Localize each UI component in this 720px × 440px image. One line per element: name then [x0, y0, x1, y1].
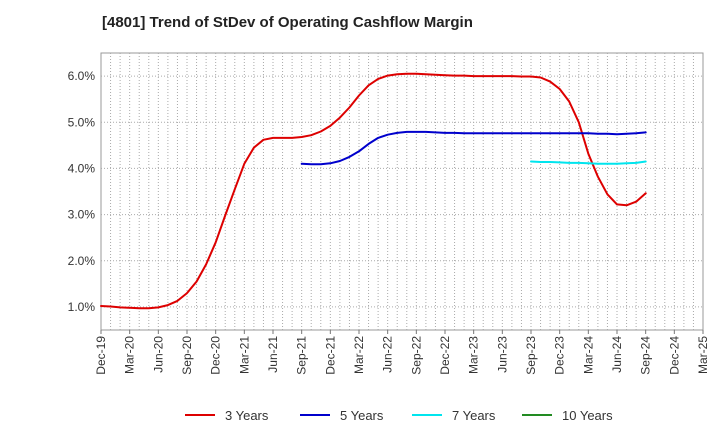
x-tick-label: Mar-22	[352, 336, 366, 374]
x-tick-label: Sep-20	[180, 336, 194, 375]
x-tick-label: Dec-19	[94, 336, 108, 375]
legend-item: 5 Years	[300, 404, 383, 426]
y-tick-label: 5.0%	[68, 115, 96, 129]
plot-area	[100, 52, 704, 331]
x-tick-label: Sep-22	[409, 336, 423, 375]
legend-item: 3 Years	[185, 404, 268, 426]
x-tick-label: Dec-23	[553, 336, 567, 375]
chart-legend: 3 Years 5 Years 7 Years 10 Years	[0, 404, 720, 426]
legend-label: 7 Years	[452, 407, 496, 423]
x-tick-label: Sep-23	[524, 336, 538, 375]
y-tick-label: 1.0%	[68, 300, 96, 314]
x-tick-label: Dec-21	[323, 336, 337, 375]
legend-label: 10 Years	[562, 407, 613, 423]
series-line-1	[100, 72, 647, 310]
x-tick-label: Jun-21	[266, 336, 280, 373]
x-tick-label: Mar-23	[467, 336, 481, 374]
x-tick-label: Mar-20	[123, 336, 137, 374]
x-tick-label: Jun-23	[495, 336, 509, 373]
legend-swatch	[185, 414, 215, 416]
x-tick-label: Dec-22	[438, 336, 452, 375]
y-tick-label: 6.0%	[68, 69, 96, 83]
legend-item: 10 Years	[522, 404, 613, 426]
legend-label: 5 Years	[340, 407, 384, 423]
x-tick-label: Mar-25	[696, 336, 710, 374]
legend-swatch	[412, 414, 442, 416]
x-tick-label: Jun-22	[381, 336, 395, 373]
x-tick-label: Jun-24	[610, 336, 624, 373]
x-tick-label: Sep-21	[295, 336, 309, 375]
x-tick-label: Mar-24	[581, 336, 595, 374]
series-line-3	[530, 160, 647, 165]
legend-item: 7 Years	[412, 404, 495, 426]
y-tick-label: 3.0%	[68, 208, 96, 222]
chart-title: [4801] Trend of StDev of Operating Cashf…	[102, 14, 473, 31]
legend-swatch	[522, 414, 552, 416]
series-line-2	[300, 130, 647, 166]
x-tick-label: Dec-24	[667, 336, 681, 375]
x-tick-label: Mar-21	[237, 336, 251, 374]
x-tick-label: Jun-20	[151, 336, 165, 373]
legend-swatch	[300, 414, 330, 416]
legend-label: 3 Years	[225, 407, 269, 423]
x-tick-label: Dec-20	[209, 336, 223, 375]
x-tick-label: Sep-24	[639, 336, 653, 375]
y-tick-label: 4.0%	[68, 161, 96, 175]
y-tick-label: 2.0%	[68, 254, 96, 268]
